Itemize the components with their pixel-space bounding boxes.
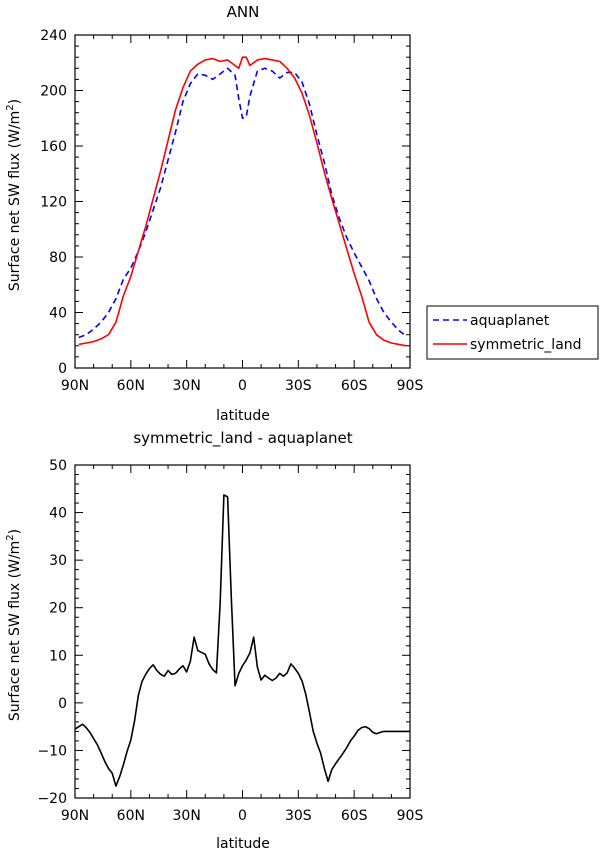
top-x-axis-title: latitude <box>216 408 270 424</box>
bottom-y-axis-title-end: ) <box>7 529 23 534</box>
bottom-y-tick-label: −10 <box>37 743 67 759</box>
bottom-y-axis-title-sup: 2 <box>5 534 16 540</box>
top-y-axis-title-end: ) <box>7 99 23 104</box>
top-y-tick-label: 120 <box>40 195 67 211</box>
top-y-axis-title-sup: 2 <box>5 104 16 110</box>
bottom-x-tick-label: 30S <box>285 808 312 824</box>
legend-box <box>426 305 599 360</box>
bottom-y-tick-label: 0 <box>58 696 67 712</box>
top-y-tick-label: 160 <box>40 139 67 155</box>
bottom-panel-title: symmetric_land - aquaplanet <box>133 429 352 448</box>
bottom-x-tick-label: 60S <box>341 808 368 824</box>
bottom-y-axis-title-main: Surface net SW flux (W/m <box>7 541 23 721</box>
top-x-tick-label: 0 <box>238 378 247 394</box>
top-y-tick-label: 80 <box>49 250 67 266</box>
bottom-plot-area: 90N 60N 30N 0 30S 60S 90S −20 −10 0 10 20 30 40 50 <box>37 458 423 824</box>
bottom-y-tick-label: −20 <box>37 791 67 807</box>
top-x-tick-label: 60S <box>341 378 368 394</box>
bottom-y-tick-label: 30 <box>49 553 67 569</box>
top-y-axis-title-main: Surface net SW flux (W/m <box>7 111 23 291</box>
bottom-series-difference-line <box>74 494 410 787</box>
top-x-tick-label: 60N <box>117 378 145 394</box>
top-y-tick-label: 0 <box>58 361 67 377</box>
bottom-y-tick-label: 10 <box>49 648 67 664</box>
legend-symmetric-land-label: symmetric_land <box>470 337 582 353</box>
top-x-tick-label: 30N <box>173 378 201 394</box>
top-plot-area: 90N 60N 30N 0 30S 60S 90S 0 40 80 120 160 200 240 <box>40 28 423 394</box>
top-x-tick-label: 90S <box>397 378 424 394</box>
bottom-x-tick-label: 0 <box>238 808 247 824</box>
bottom-x-tick-label: 90N <box>61 808 89 824</box>
top-x-tick-label: 30S <box>285 378 312 394</box>
top-x-tick-label: 90N <box>61 378 89 394</box>
top-plot-frame <box>74 34 411 369</box>
top-panel: ANN 90N 60N 30N 0 30S 60S 90S 0 40 80 120 160 200 240… <box>5 3 423 424</box>
bottom-y-tick-label: 40 <box>49 506 67 522</box>
bottom-y-axis-title: Surface net SW flux (W/m2) <box>5 529 23 721</box>
bottom-plot-frame <box>74 464 411 799</box>
top-y-tick-label: 200 <box>40 84 67 100</box>
bottom-x-tick-label: 30N <box>173 808 201 824</box>
top-y-axis-title: Surface net SW flux (W/m2) <box>5 99 23 291</box>
top-series-aquaplanet-line <box>78 67 407 339</box>
top-y-tick-label: 240 <box>40 28 67 44</box>
top-series-symmetric-land-line <box>78 56 407 347</box>
bottom-y-tick-label: 50 <box>49 458 67 474</box>
bottom-x-tick-label: 60N <box>117 808 145 824</box>
bottom-x-tick-label: 90S <box>397 808 424 824</box>
bottom-x-axis-title: latitude <box>216 836 270 851</box>
bottom-y-tick-label: 20 <box>49 601 67 617</box>
top-panel-title: ANN <box>227 3 260 21</box>
legend-aquaplanet-label: aquaplanet <box>470 313 550 329</box>
bottom-panel: symmetric_land - aquaplanet 90N 60N 30N 0 30… <box>5 429 423 852</box>
legend: aquaplanet symmetric_land <box>426 305 599 360</box>
top-y-tick-label: 40 <box>49 306 67 322</box>
